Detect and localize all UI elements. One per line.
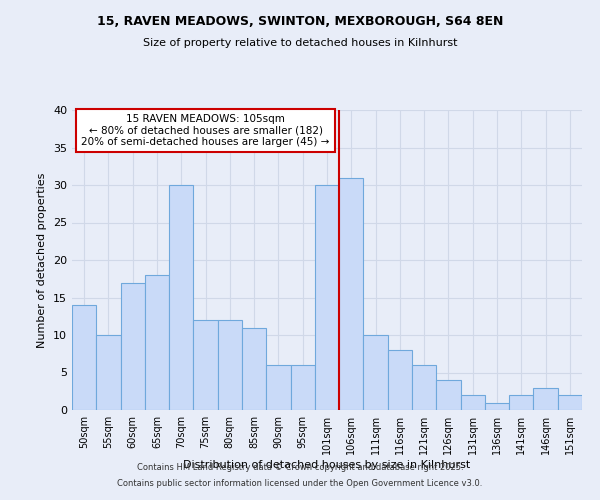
Bar: [242, 328, 266, 410]
Bar: [412, 365, 436, 410]
Y-axis label: Number of detached properties: Number of detached properties: [37, 172, 47, 348]
Text: Contains public sector information licensed under the Open Government Licence v3: Contains public sector information licen…: [118, 478, 482, 488]
Text: 15, RAVEN MEADOWS, SWINTON, MEXBOROUGH, S64 8EN: 15, RAVEN MEADOWS, SWINTON, MEXBOROUGH, …: [97, 15, 503, 28]
Bar: [145, 275, 169, 410]
Bar: [339, 178, 364, 410]
Bar: [461, 395, 485, 410]
Bar: [436, 380, 461, 410]
Bar: [388, 350, 412, 410]
Bar: [558, 395, 582, 410]
X-axis label: Distribution of detached houses by size in Kilnhurst: Distribution of detached houses by size …: [184, 460, 470, 469]
Bar: [509, 395, 533, 410]
Text: 15 RAVEN MEADOWS: 105sqm
← 80% of detached houses are smaller (182)
20% of semi-: 15 RAVEN MEADOWS: 105sqm ← 80% of detach…: [82, 114, 330, 147]
Bar: [72, 305, 96, 410]
Bar: [193, 320, 218, 410]
Bar: [290, 365, 315, 410]
Bar: [218, 320, 242, 410]
Text: Contains HM Land Registry data © Crown copyright and database right 2025.: Contains HM Land Registry data © Crown c…: [137, 464, 463, 472]
Bar: [121, 282, 145, 410]
Bar: [315, 185, 339, 410]
Text: Size of property relative to detached houses in Kilnhurst: Size of property relative to detached ho…: [143, 38, 457, 48]
Bar: [364, 335, 388, 410]
Bar: [169, 185, 193, 410]
Bar: [266, 365, 290, 410]
Bar: [96, 335, 121, 410]
Bar: [485, 402, 509, 410]
Bar: [533, 388, 558, 410]
